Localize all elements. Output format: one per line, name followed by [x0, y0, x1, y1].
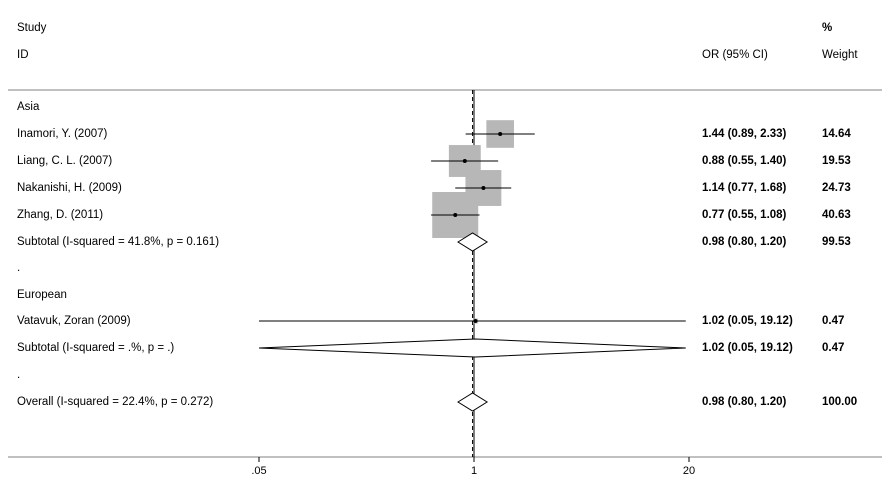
subtotal-diamond [258, 338, 686, 358]
group-label: Asia [17, 101, 40, 113]
study-label: Liang, C. L. (2007) [17, 155, 113, 167]
study-weight: 24.73 [822, 182, 851, 194]
study-label: Zhang, D. (2011) [17, 209, 104, 221]
study-weight: 14.64 [822, 128, 851, 140]
subtotal-or-ci: 1.02 (0.05, 19.12) [702, 342, 793, 354]
study-or-ci: 0.88 (0.55, 1.40) [702, 155, 787, 167]
overall-label: Overall (I-squared = 22.4%, p = 0.272) [17, 396, 214, 408]
study-weight: 40.63 [822, 209, 851, 221]
header-percent: % [822, 22, 833, 34]
study-label: Inamori, Y. (2007) [17, 128, 108, 140]
overall-weight: 100.00 [822, 396, 858, 408]
study-point-estimate [462, 159, 467, 163]
study-or-ci: 0.77 (0.55, 1.08) [702, 209, 787, 221]
subtotal-label: Subtotal (I-squared = 41.8%, p = 0.161) [17, 236, 220, 248]
group-label: European [17, 289, 67, 301]
subtotal-weight: 0.47 [822, 342, 845, 354]
study-or-ci: 1.44 (0.89, 2.33) [702, 128, 787, 140]
spacer-dot: . [17, 262, 21, 274]
subtotal-diamond [457, 232, 489, 252]
subtotal-or-ci: 0.98 (0.80, 1.20) [702, 236, 787, 248]
study-or-ci: 1.02 (0.05, 19.12) [702, 315, 793, 327]
subtotal-weight: 99.53 [822, 236, 851, 248]
study-label: Vatavuk, Zoran (2009) [17, 315, 131, 327]
study-point-estimate [481, 186, 486, 190]
overall-or-ci: 0.98 (0.80, 1.20) [702, 396, 787, 408]
study-weight: 19.53 [822, 155, 851, 167]
study-point-estimate [453, 213, 458, 217]
subtotal-label: Subtotal (I-squared = .%, p = .) [17, 342, 175, 354]
header-id: ID [17, 49, 29, 61]
study-or-ci: 1.14 (0.77, 1.68) [702, 182, 787, 194]
x-tick-label: 1 [470, 465, 478, 477]
overall-diamond [457, 392, 489, 412]
x-tick-label: .05 [251, 465, 267, 477]
header-or-ci: OR (95% CI) [702, 49, 768, 61]
x-tick-label: 20 [682, 465, 696, 477]
study-point-estimate [498, 132, 503, 136]
study-point-estimate [473, 319, 478, 323]
spacer-dot: . [17, 369, 21, 381]
study-weight: 0.47 [822, 315, 845, 327]
header-weight: Weight [822, 49, 858, 61]
study-label: Nakanishi, H. (2009) [17, 182, 122, 194]
header-study: Study [17, 22, 47, 34]
